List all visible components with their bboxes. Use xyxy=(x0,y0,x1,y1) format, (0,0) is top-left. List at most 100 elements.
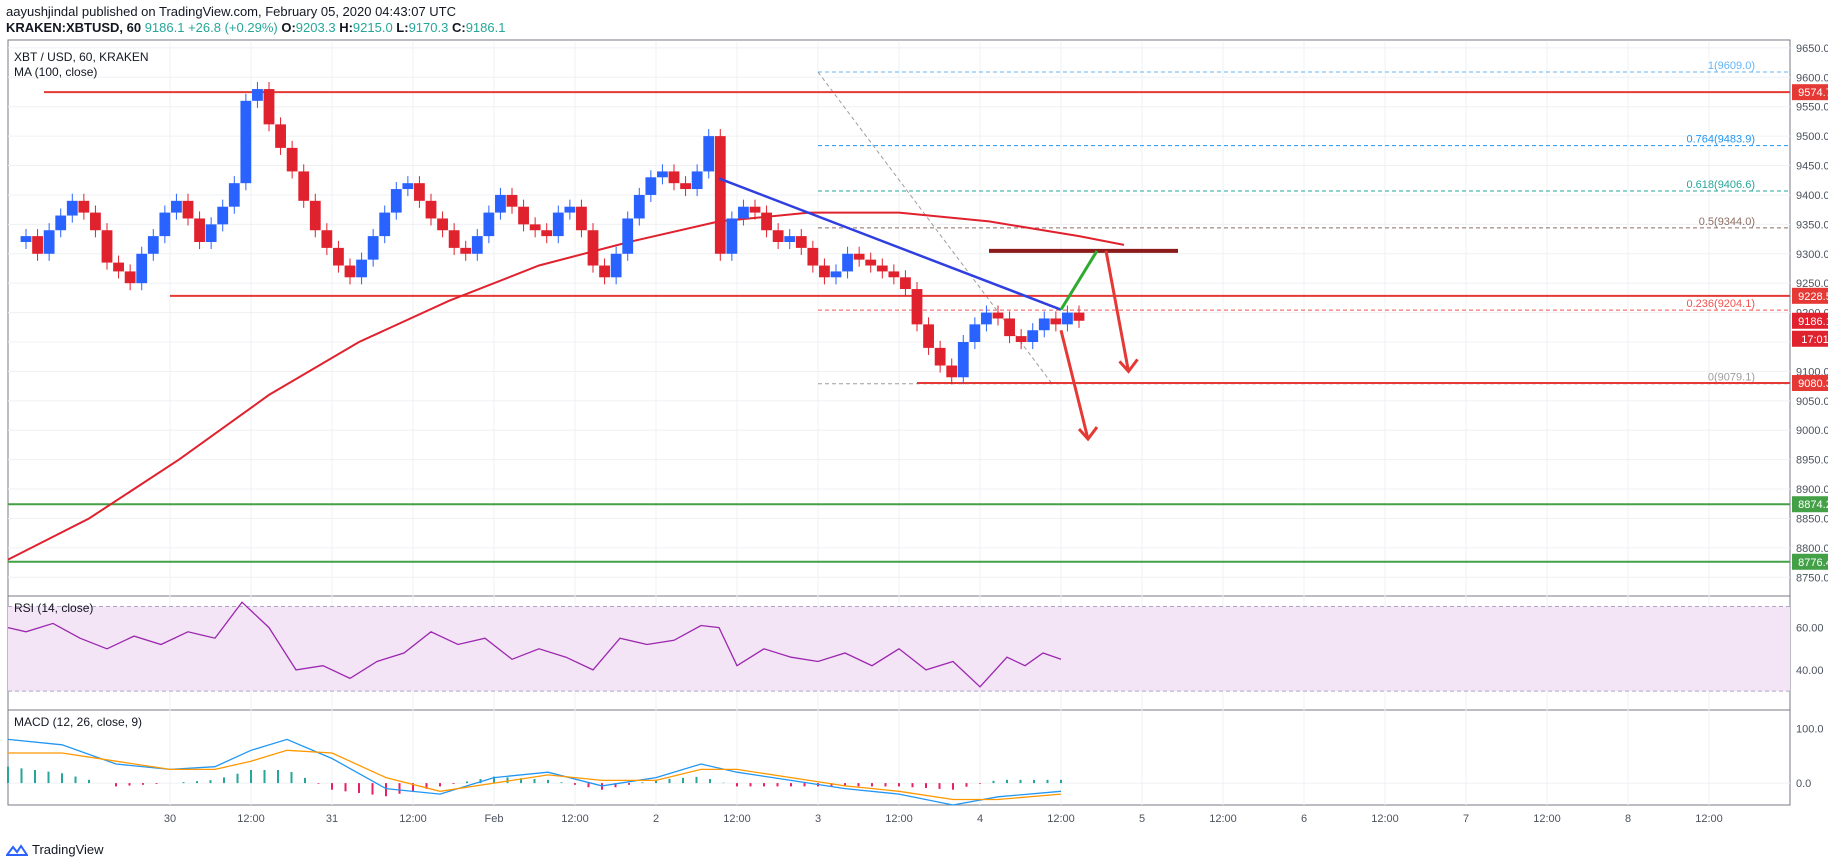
price-tag-label: 9080.3 xyxy=(1798,378,1828,390)
candle-body xyxy=(471,236,483,254)
candle-body xyxy=(992,312,1004,319)
macd-title: MACD (12, 26, close, 9) xyxy=(14,715,142,729)
y-tick-label: 9450.0 xyxy=(1796,161,1828,173)
candle-body xyxy=(390,189,402,213)
y-tick-label: 9650.0 xyxy=(1796,43,1828,55)
current-price-label: 9186.1 xyxy=(1798,316,1828,328)
macd-signal-line xyxy=(8,749,1062,801)
y-tick-label: 9300.0 xyxy=(1796,249,1828,261)
fib-level-label: 1(9609.0) xyxy=(1708,60,1755,72)
tradingview-brand[interactable]: TradingView xyxy=(32,842,104,857)
fib-level-label: 0.5(9344.0) xyxy=(1699,216,1755,228)
arrow-up-shaft xyxy=(1059,250,1099,311)
chart-title: XBT / USD, 60, KRAKEN xyxy=(14,50,149,64)
y-tick-label: 9000.0 xyxy=(1796,425,1828,437)
arrow-down-shaft xyxy=(1104,250,1130,372)
candle-body xyxy=(1073,312,1085,321)
x-tick-label: 12:00 xyxy=(1533,813,1561,825)
x-tick-label: Feb xyxy=(485,813,504,825)
candle-body xyxy=(969,324,981,342)
price-tag-label: 8776.4 xyxy=(1798,557,1828,569)
x-tick-label: 30 xyxy=(164,813,176,825)
candle-body xyxy=(703,136,715,172)
x-tick-label: 8 xyxy=(1625,813,1631,825)
macd-line xyxy=(7,738,1062,806)
candle-body xyxy=(529,224,541,231)
price-tag-label: 8874.2 xyxy=(1798,499,1828,511)
candle-body xyxy=(587,230,599,266)
x-tick-label: 12:00 xyxy=(885,813,913,825)
candle-body xyxy=(90,212,101,231)
y-tick-label: 9400.0 xyxy=(1796,190,1828,202)
candle-body xyxy=(182,200,194,219)
candle-body xyxy=(668,171,680,184)
footer: TradingView xyxy=(6,842,104,857)
candle-body xyxy=(934,347,946,366)
x-tick-label: 12:00 xyxy=(561,813,589,825)
price-tag xyxy=(1792,287,1828,304)
candle-body xyxy=(113,262,124,272)
candle-body xyxy=(622,218,634,254)
y-tick-label: 9350.0 xyxy=(1796,219,1828,231)
candle-body xyxy=(275,124,286,148)
candle-body xyxy=(124,271,136,284)
low-label: L: xyxy=(396,20,409,35)
ma-100-line xyxy=(7,211,1125,561)
candle-body xyxy=(437,218,448,231)
x-tick-label: 31 xyxy=(326,813,338,825)
candle-body xyxy=(379,212,391,237)
y-tick-label: 8800.0 xyxy=(1796,543,1828,555)
candle-body xyxy=(680,183,691,190)
candle-body xyxy=(356,259,367,278)
publisher-name[interactable]: aayushjindal xyxy=(6,4,79,19)
y-tick-label: 8750.0 xyxy=(1796,572,1828,584)
candle-body xyxy=(645,177,657,195)
high-value: 9215.0 xyxy=(352,20,393,35)
candle-body xyxy=(333,247,344,266)
candle-body xyxy=(506,194,518,207)
fib-level-label: 0.236(9204.1) xyxy=(1687,298,1756,310)
candle-body xyxy=(842,253,853,272)
candle-body xyxy=(888,271,900,278)
close-label: C: xyxy=(451,20,466,35)
price-tag xyxy=(1792,496,1828,513)
candle-body xyxy=(66,200,78,216)
candle-body xyxy=(830,271,842,278)
candle-body xyxy=(495,194,506,213)
candle-body xyxy=(448,230,460,248)
price-tag-label: 9574.7 xyxy=(1798,87,1828,99)
candle-body xyxy=(414,183,425,201)
arrow-down-head xyxy=(1118,358,1139,374)
price-tag xyxy=(1792,553,1828,570)
last-price: 9186.1 xyxy=(144,20,185,35)
candle-body xyxy=(367,236,379,260)
candle-body xyxy=(1015,336,1027,342)
candle-body xyxy=(101,230,113,263)
candle-body xyxy=(263,89,275,125)
open-value: 9203.3 xyxy=(295,20,336,35)
candle-body xyxy=(228,183,240,207)
publish-line: aayushjindal published on TradingView.co… xyxy=(6,4,505,20)
symbol-label: KRAKEN:XBTUSD, 60 xyxy=(6,20,142,35)
candle-body xyxy=(599,265,610,278)
candle-body xyxy=(819,265,830,278)
rsi-line xyxy=(7,601,1062,688)
candle-body xyxy=(784,236,796,242)
candle-body xyxy=(761,212,772,231)
y-tick-label: 9250.0 xyxy=(1796,278,1828,290)
candle-body xyxy=(78,200,90,213)
candle-body xyxy=(853,253,865,260)
candle-body xyxy=(772,230,784,242)
candle-body xyxy=(552,212,564,237)
candle-body xyxy=(633,194,645,219)
candle-body xyxy=(795,236,807,248)
fib-level-label: 0.764(9483.9) xyxy=(1687,134,1756,146)
countdown-tag xyxy=(1792,330,1828,347)
candle-body xyxy=(957,342,969,378)
candle-body xyxy=(147,236,159,254)
x-tick-label: 12:00 xyxy=(1047,813,1075,825)
candle-body xyxy=(217,206,229,225)
macd-tick-label: 100.0 xyxy=(1796,723,1824,735)
candle-body xyxy=(564,206,576,213)
